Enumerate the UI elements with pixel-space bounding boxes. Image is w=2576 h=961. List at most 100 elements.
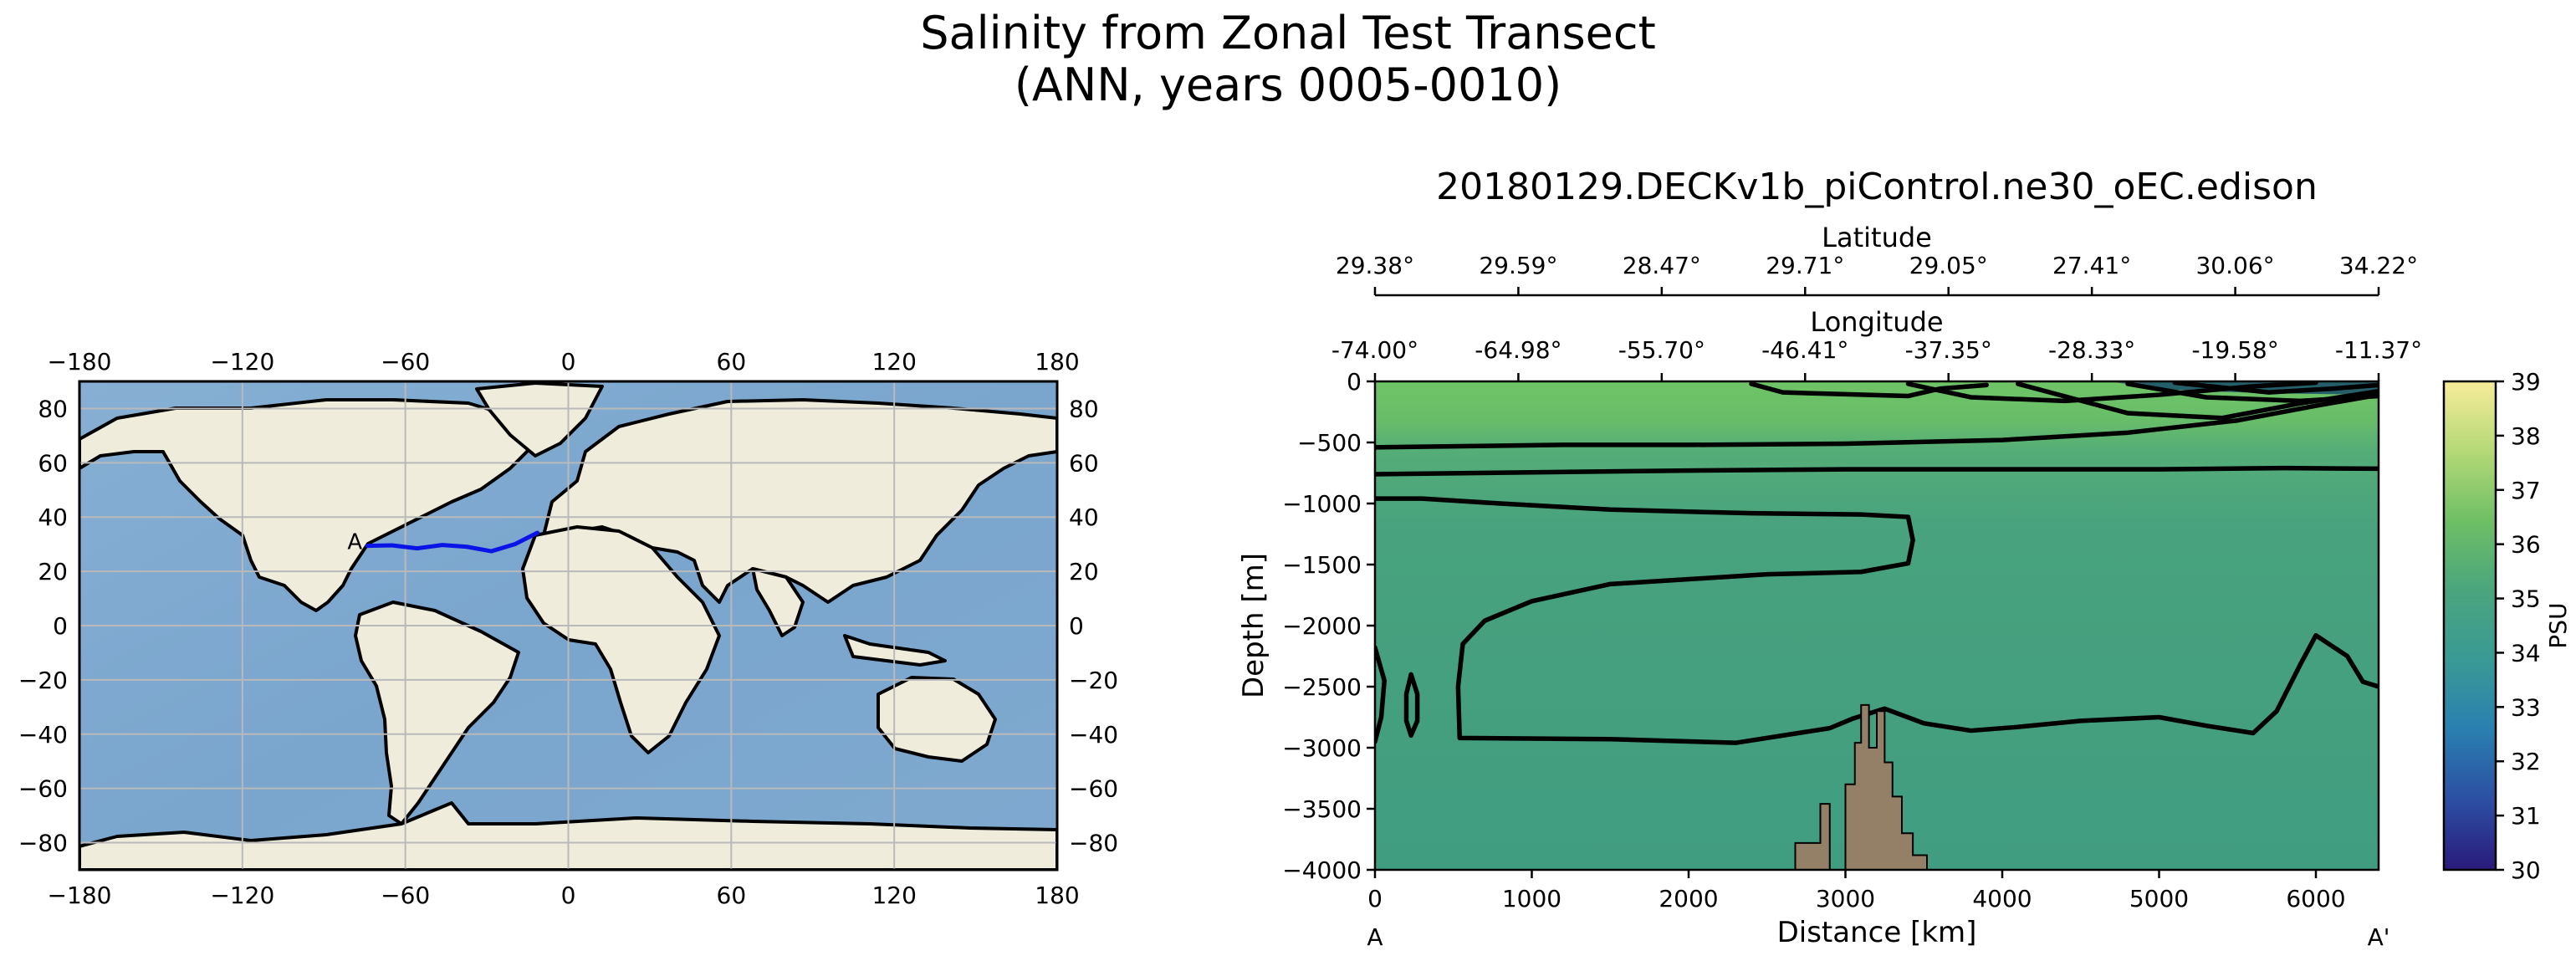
map-right-tick-label: 0 bbox=[1069, 612, 1084, 640]
colorbar-gradient bbox=[2442, 380, 2497, 872]
map-left-tick-label: 80 bbox=[38, 395, 68, 422]
colorbar-tick-label: 35 bbox=[2511, 585, 2541, 613]
transect-start-label: A bbox=[347, 530, 362, 555]
depth-tick-label: −3000 bbox=[1282, 734, 1362, 762]
contour-upper-700m bbox=[1375, 465, 2379, 477]
transect-start-marker: A bbox=[1367, 923, 1383, 951]
contour-west-eddy-a bbox=[1375, 645, 1387, 744]
contour-west-eddy-b bbox=[1403, 672, 1420, 739]
transect-end-marker: A' bbox=[2368, 923, 2390, 951]
map-bottom-tick-label: 60 bbox=[717, 882, 747, 909]
figure-title-line1: Salinity from Zonal Test Transect bbox=[920, 7, 1656, 59]
map-top-tick-label: 180 bbox=[1035, 348, 1079, 376]
depth-tick-label: −4000 bbox=[1282, 856, 1362, 884]
latitude-ticks: 29.38° 29.59° 28.47° 29.71° 29.05° 27.41° 30.0… bbox=[1336, 252, 2418, 295]
map-top-tick-label: −120 bbox=[210, 348, 274, 376]
map-top-tick-label: 0 bbox=[561, 348, 576, 376]
map-top-tick-label: −60 bbox=[381, 348, 430, 376]
colorbar-tick-label: 30 bbox=[2511, 856, 2541, 884]
map-bottom-tick-label: 180 bbox=[1035, 882, 1079, 909]
salinity-contours bbox=[1375, 381, 2379, 745]
distance-tick-label: 3000 bbox=[1816, 885, 1875, 912]
map-right-tick-label: −60 bbox=[1069, 775, 1118, 803]
depth-tick-label: −2000 bbox=[1282, 612, 1362, 640]
latitude-tick-label: 34.22° bbox=[2339, 252, 2418, 279]
longitude-tick-label: -74.00° bbox=[1331, 336, 1418, 364]
map-right-tick-label: −80 bbox=[1069, 830, 1118, 857]
colorbar-tick-label: 39 bbox=[2511, 368, 2541, 396]
contour-surface-lens-1 bbox=[1749, 381, 1989, 399]
map-top-tick-label: 120 bbox=[871, 348, 916, 376]
map-bottom-tick-label: 120 bbox=[871, 882, 916, 909]
y-axis-label: Depth [m] bbox=[1237, 553, 1270, 698]
longitude-tick-label: -55.70° bbox=[1618, 336, 1705, 364]
map-land bbox=[79, 381, 1057, 870]
map-left-tick-label: −20 bbox=[18, 667, 68, 694]
map-right-tick-label: −40 bbox=[1069, 721, 1118, 749]
depth-tick-label: −1000 bbox=[1282, 490, 1362, 518]
colorbar-tick-label: 38 bbox=[2511, 422, 2541, 450]
land-india bbox=[751, 567, 805, 637]
x-axis-label: Distance [km] bbox=[1777, 916, 1977, 949]
colorbar-tick-label: 33 bbox=[2511, 693, 2541, 721]
colorbar-tick-label: 32 bbox=[2511, 748, 2541, 775]
depth-tick-label: −500 bbox=[1297, 429, 1362, 457]
map-bottom-tick-label: 0 bbox=[561, 882, 576, 909]
latitude-tick-label: 27.41° bbox=[2052, 252, 2131, 279]
colorbar-tick-label: 36 bbox=[2511, 531, 2541, 559]
distance-tick-label: 4000 bbox=[1972, 885, 2032, 912]
colorbar-tick-label: 34 bbox=[2511, 639, 2541, 667]
transect-location-map: A −180 −180 −120 −120 −60 −60 0 0 60 60 120 120 180 1… bbox=[18, 348, 1118, 909]
seafloor-topography bbox=[1794, 703, 1928, 870]
salinity-section: 20180129.DECKv1b_piControl.ne30_oEC.edis… bbox=[1237, 166, 2422, 951]
longitude-tick-label: -37.35° bbox=[1905, 336, 1992, 364]
section-title: 20180129.DECKv1b_piControl.ne30_oEC.edis… bbox=[1436, 166, 2318, 208]
colorbar-ticks: 30 31 32 33 34 35 36 37 38 39 bbox=[2496, 368, 2541, 884]
depth-tick-label: −3500 bbox=[1282, 795, 1362, 823]
longitude-tick-label: -64.98° bbox=[1475, 336, 1561, 364]
depth-tick-label: −1500 bbox=[1282, 551, 1362, 579]
distance-tick-label: 2000 bbox=[1659, 885, 1718, 912]
map-left-tick-label: −80 bbox=[18, 830, 68, 857]
map-right-tick-label: 80 bbox=[1069, 395, 1099, 422]
latitude-tick-label: 29.59° bbox=[1479, 252, 1557, 279]
contour-surface-lens-5 bbox=[2172, 381, 2379, 395]
distance-tick-label: 1000 bbox=[1502, 885, 1561, 912]
longitude-tick-label: -46.41° bbox=[1761, 336, 1848, 364]
depth-tick-label: 0 bbox=[1347, 368, 1362, 396]
latitude-tick-label: 29.05° bbox=[1909, 252, 1988, 279]
latitude-tick-label: 29.71° bbox=[1766, 252, 1844, 279]
map-left-tick-label: −60 bbox=[18, 775, 68, 803]
latitude-tick-label: 30.06° bbox=[2195, 252, 2274, 279]
colorbar-tick-label: 37 bbox=[2511, 477, 2541, 504]
land-south-america bbox=[354, 601, 520, 826]
latitude-tick-label: 28.47° bbox=[1623, 252, 1701, 279]
map-right-tick-label: 20 bbox=[1069, 558, 1099, 585]
map-right-tick-label: −20 bbox=[1069, 667, 1118, 694]
map-frame bbox=[78, 380, 1059, 872]
contour-surface-lens-2 bbox=[1905, 381, 2318, 404]
map-bottom-tick-label: −60 bbox=[381, 882, 430, 909]
distance-tick-label: 0 bbox=[1367, 885, 1383, 912]
latitude-tick-label: 29.38° bbox=[1336, 252, 1414, 279]
map-left-tick-label: −40 bbox=[18, 721, 68, 749]
longitude-axis-label: Longitude bbox=[1810, 306, 1943, 338]
distance-tick-label: 5000 bbox=[2129, 885, 2189, 912]
map-left-tick-label: 0 bbox=[53, 612, 68, 640]
longitude-tick-label: -19.58° bbox=[2191, 336, 2278, 364]
longitude-tick-label: -11.37° bbox=[2335, 336, 2422, 364]
land-eurasia bbox=[542, 398, 1057, 604]
map-top-tick-label: −180 bbox=[48, 348, 112, 376]
colorbar: 30 31 32 33 34 35 36 37 38 39 PSU bbox=[2442, 368, 2572, 884]
longitude-ticks: -74.00° -64.98° -55.70° -46.41° -37.35° -28.3… bbox=[1331, 336, 2422, 381]
depth-tick-label: −2500 bbox=[1282, 673, 1362, 701]
depth-ticks: 0 −500 −1000 −1500 −2000 −2500 −3000 −3500 −4000 bbox=[1282, 368, 1375, 884]
map-tick-labels: −180 −180 −120 −120 −60 −60 0 0 60 60 120 120 180 180… bbox=[18, 348, 1118, 909]
transect-line bbox=[365, 530, 540, 554]
map-bottom-tick-label: −120 bbox=[210, 882, 274, 909]
longitude-tick-label: -28.33° bbox=[2048, 336, 2135, 364]
map-right-tick-label: 40 bbox=[1069, 504, 1099, 531]
map-left-tick-label: 20 bbox=[38, 558, 68, 585]
map-bottom-tick-label: −180 bbox=[48, 882, 112, 909]
